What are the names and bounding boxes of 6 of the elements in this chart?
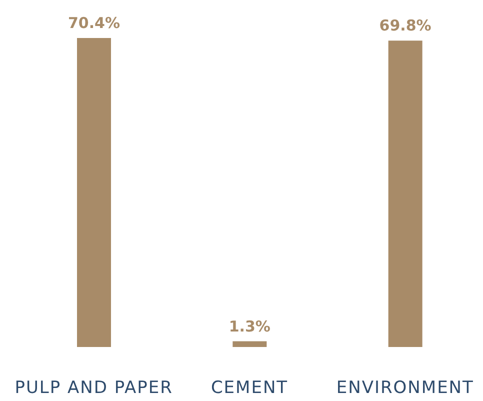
data-label: 1.3% (228, 317, 270, 336)
data-label: 70.4% (68, 14, 120, 32)
x-tick-label: ENVIRONMENT (336, 378, 474, 398)
x-tick-label: PULP AND PAPER (14, 378, 173, 398)
x-tick-label: CEMENT (210, 378, 288, 398)
data-label: 69.8% (379, 16, 432, 35)
